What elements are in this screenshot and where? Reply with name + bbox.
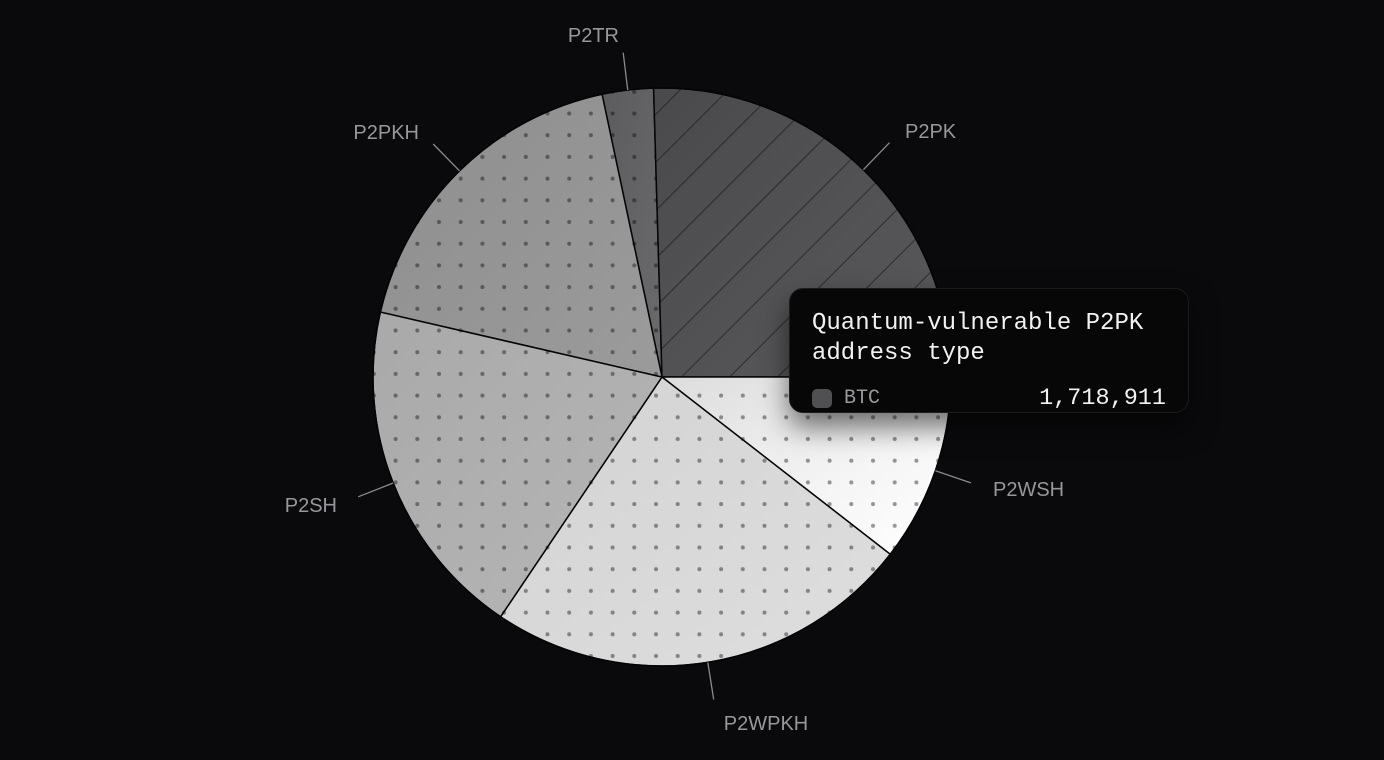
svg-text:P2WPKH: P2WPKH (724, 713, 808, 735)
svg-text:P2SH: P2SH (285, 495, 337, 517)
svg-text:P2WSH: P2WSH (993, 479, 1064, 501)
svg-text:P2PK: P2PK (905, 121, 957, 143)
svg-text:P2PKH: P2PKH (353, 122, 419, 144)
svg-text:P2TR: P2TR (568, 25, 619, 47)
